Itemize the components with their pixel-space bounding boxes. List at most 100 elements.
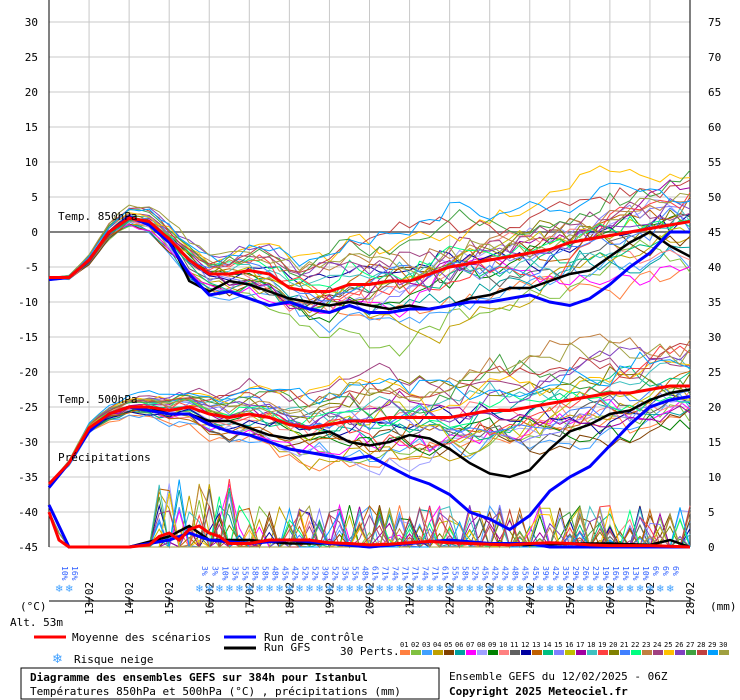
run-info: Ensemble GEFS du 12/02/2025 - 06Z — [449, 670, 668, 683]
snow-risk-pct: 42% — [501, 566, 510, 581]
ensemble-member-t500 — [48, 339, 691, 485]
member-swatch — [433, 650, 443, 655]
member-number: 12 — [521, 641, 529, 649]
snow-risk-pct: 16% — [70, 566, 79, 581]
snow-risk-pct: 42% — [551, 566, 560, 581]
y-left-tick-label: -15 — [18, 331, 38, 344]
x-tick-label: 21/02 — [404, 582, 417, 615]
snow-risk-pct: 19% — [601, 566, 610, 581]
y-right-tick-label: 15 — [708, 436, 721, 449]
x-tick-label: 26/02 — [604, 582, 617, 615]
mean-series-t500 — [47, 384, 690, 486]
snow-risk-pct: 61% — [371, 566, 380, 581]
member-number: 15 — [554, 641, 562, 649]
snow-flake-icon: ❄ — [456, 584, 464, 595]
member-number: 13 — [532, 641, 540, 649]
snow-risk-pct: 52% — [471, 566, 480, 581]
member-number: 23 — [642, 641, 650, 649]
title-box — [20, 667, 440, 700]
y-left-tick-label: 30 — [25, 16, 38, 29]
member-number: 01 — [400, 641, 408, 649]
member-number: 03 — [422, 641, 430, 649]
member-swatch — [521, 650, 531, 655]
left-axis: 30 25 20 15 10 5 0 -5 -10 -15 -20 -25 -30 -35 -40 -45 — [18, 16, 38, 554]
mean-series-precip — [47, 511, 691, 549]
snow-flake-icon: ❄ — [285, 584, 293, 595]
snow-risk-pct: 55% — [240, 566, 249, 581]
label-precip: Précipitations — [58, 451, 151, 464]
member-number: 10 — [499, 641, 507, 649]
member-number: 27 — [686, 641, 694, 649]
y-right-tick-label: 10 — [708, 471, 721, 484]
member-number: 11 — [510, 641, 518, 649]
snow-flake-icon: ❄ — [205, 584, 213, 595]
y-left-tick-label: 20 — [25, 86, 38, 99]
snow-risk-pct: 45% — [481, 566, 490, 581]
snow-flake-icon: ❄ — [596, 584, 604, 595]
member-number: 14 — [543, 641, 551, 649]
snow-flake-icon: ❄ — [576, 584, 584, 595]
snow-flake-icon: ❄ — [546, 584, 554, 595]
member-swatch — [576, 650, 586, 655]
member-swatch — [565, 650, 575, 655]
member-swatch — [686, 650, 696, 655]
member-swatch — [653, 650, 663, 655]
snow-flake-icon: ❄ — [656, 584, 664, 595]
snow-risk-pct: 45% — [280, 566, 289, 581]
x-tick-label: 24/02 — [524, 582, 537, 615]
member-swatch — [488, 650, 498, 655]
snow-flake-icon: ❄ — [466, 584, 474, 595]
y-left-tick-label: -35 — [18, 471, 38, 484]
ensemble-member-t500 — [48, 383, 691, 485]
snow-risk-pct: 35% — [340, 566, 349, 581]
snow-flake-icon: ❄ — [506, 584, 514, 595]
x-tick-label: 17/02 — [243, 582, 256, 615]
label-t500: Temp. 500hPa — [58, 393, 137, 406]
ensemble-member-t500 — [48, 359, 691, 485]
snow-risk-pct: 42% — [491, 566, 500, 581]
member-swatch — [554, 650, 564, 655]
right-axis-unit: (mm) — [710, 600, 737, 613]
ensemble-member-t850 — [48, 200, 691, 278]
snow-flake-icon: ❄ — [616, 584, 624, 595]
ensemble-member-t850 — [48, 192, 691, 278]
snow-risk-pct: 52% — [330, 566, 339, 581]
snow-risk-pct: 74% — [391, 566, 400, 581]
snow-risk-pct: 6% — [661, 566, 670, 576]
y-right-tick-label: 20 — [708, 401, 721, 414]
snow-flake-icon: ❄ — [245, 584, 253, 595]
snow-flake-icon: ❄ — [52, 652, 63, 667]
ensemble-member-t850 — [48, 169, 691, 278]
member-swatch — [444, 650, 454, 655]
y-left-tick-label: -30 — [18, 436, 38, 449]
snow-flake-icon: ❄ — [626, 584, 634, 595]
snow-risk-pct: 52% — [300, 566, 309, 581]
member-number: 04 — [433, 641, 441, 649]
snow-flake-icon: ❄ — [325, 584, 333, 595]
member-swatch — [543, 650, 553, 655]
snow-risk-pct: 42% — [290, 566, 299, 581]
member-swatch — [697, 650, 707, 655]
control-series-t500 — [47, 395, 691, 532]
snow-flake-icon: ❄ — [335, 584, 343, 595]
snow-risk-pct: 10% — [641, 566, 650, 581]
y-left-tick-label: 25 — [25, 51, 38, 64]
snow-flake-icon: ❄ — [666, 584, 674, 595]
legend-mean-label: Moyenne des scénarios — [72, 631, 211, 644]
member-number: 30 — [719, 641, 727, 649]
chart-subtitle: Températures 850hPa et 500hPa (°C) , pré… — [30, 685, 401, 698]
legend-perts-label: 30 Perts. — [340, 645, 400, 658]
y-left-tick-label: -5 — [25, 261, 38, 274]
member-number: 09 — [488, 641, 496, 649]
y-left-tick-label: 10 — [25, 156, 38, 169]
snow-flake-icon: ❄ — [486, 584, 494, 595]
snow-risk-pct: 61% — [441, 566, 450, 581]
snow-flake-icon: ❄ — [496, 584, 504, 595]
snow-flake-icon: ❄ — [265, 584, 273, 595]
snow-risk-pct: 23% — [591, 566, 600, 581]
label-t850: Temp. 850hPa — [58, 210, 137, 223]
snow-flake-icon: ❄ — [376, 584, 384, 595]
y-left-tick-label: -20 — [18, 366, 38, 379]
x-tick-label: 16/02 — [203, 582, 216, 615]
snow-flake-icon: ❄ — [426, 584, 434, 595]
